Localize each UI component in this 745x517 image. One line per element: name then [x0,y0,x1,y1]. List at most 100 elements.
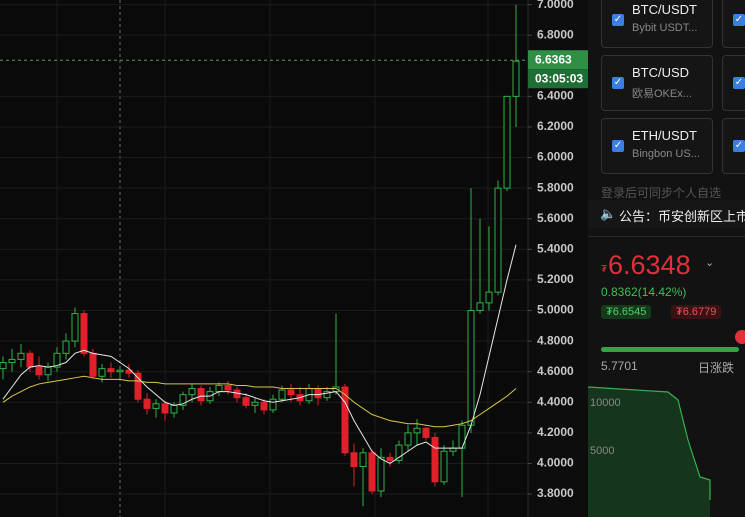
watch-card[interactable]: ✓ [722,118,745,174]
candle-body [458,424,466,449]
candle-body [170,404,178,414]
candle-body [440,450,448,483]
side-panel: ✓ BTC/USDT Bybit USDT... ✓ BTC/USD 欧易OKEx...… [588,0,745,517]
dropdown[interactable]: ⌄ [705,257,715,269]
candle-body [224,384,232,391]
candle-body [134,372,142,400]
candle-body [377,456,385,492]
login-hint: 登录后可同步个人自选 [601,186,722,200]
candle-body [467,310,475,426]
candle-body [98,368,106,377]
candle-body [431,436,439,483]
plot-bg [0,0,528,517]
checkbox[interactable]: ✓ [733,14,745,26]
candle-body [116,369,124,373]
candle-body [476,302,484,312]
y-tick-label: 4.8000 [537,333,574,347]
notice-bar [588,200,745,228]
candle-body [242,397,250,406]
candle-body [413,427,421,434]
candle-body [368,452,376,492]
candle-body [341,386,349,454]
watch-card[interactable]: ✓ [722,55,745,111]
candle-body [35,366,43,376]
depth-tick: 5000 [590,445,614,457]
pair: ETH/USDT [632,128,697,143]
candle-body [287,389,295,396]
candle-body [8,358,16,364]
price-tag-label: 6.6363 [535,52,572,66]
watch-card[interactable]: ✓ BTC/USDT Bybit USDT... [601,0,713,48]
candle-body [152,403,160,409]
candle-body [278,389,286,400]
candle-body [485,291,493,304]
y-tick-label: 4.2000 [537,425,574,439]
candle-body [143,398,151,409]
candle-body [404,432,412,446]
announcement[interactable]: 公告：币安创新区上市 [619,209,745,224]
candle-body [512,60,520,97]
checkbox[interactable]: ✓ [612,14,624,26]
currency: ₮ [601,264,608,275]
checkbox[interactable]: ✓ [612,140,624,152]
y-tick-label: 6.2000 [537,119,574,133]
candle-body [260,401,268,411]
watch-card[interactable]: ✓ BTC/USD 欧易OKEx... [601,55,713,111]
countdown: 03:05:03 [535,71,583,85]
ma-line [2,375,517,428]
depth-area [588,387,710,517]
checkbox[interactable]: ✓ [733,77,745,89]
pair: BTC/USD [632,65,690,80]
bid: ₮6.6545 [601,305,652,319]
candle-body [422,427,430,438]
range-marker [735,330,745,344]
depth-tick: 10000 [590,397,621,409]
y-tick-label: 4.0000 [537,456,574,470]
candle-body [332,386,340,393]
watch-card[interactable]: ✓ [722,0,745,48]
candle-body [269,398,277,411]
y-tick-label: 5.6000 [537,211,574,225]
divider [588,236,745,237]
candle-body [179,394,187,406]
y-tick-label: 6.8000 [537,27,574,41]
v-grid [56,0,489,517]
day-low: 5.7701 [601,359,638,373]
ma-line [2,244,517,465]
y-tick-label: 5.2000 [537,272,574,286]
y-tick-label: 6.4000 [537,89,574,103]
range-bar [601,347,739,352]
pair: BTC/USDT [632,2,697,17]
candle-body [503,95,511,189]
candle-body [215,384,223,393]
y-tick-label: 6.0000 [537,150,574,164]
depth-line [588,386,711,500]
y-tick-label: 5.4000 [537,241,574,255]
y-tick-label: 5.0000 [537,303,574,317]
y-tick-label: 7.0000 [537,0,574,11]
checkbox[interactable]: ✓ [612,77,624,89]
candle-body [62,340,70,354]
y-tick-label: 4.4000 [537,394,574,408]
candle-body [26,352,34,368]
y-tick-label: 4.6000 [537,364,574,378]
candle-body [197,388,205,402]
candle-body [395,444,403,461]
candle-body [0,362,7,370]
candle-body [107,368,115,373]
checkbox[interactable]: ✓ [733,140,745,152]
ask: ₮6.6779 [671,305,722,319]
candle-body [350,452,358,468]
chart: 7.0000 6.8000 6.4000 6.2000 6.0000 5.8000 5.60… [0,0,588,517]
candle-body [44,366,52,376]
candle-body [71,313,79,342]
candle-body [80,313,88,354]
watch-card[interactable]: ✓ ETH/USDT Bingbon US... [601,118,713,174]
countdown-tag [528,69,588,89]
speaker-icon: 🔈 [600,206,617,221]
candle-body [494,187,502,293]
candle-body [188,388,196,396]
candle-body [323,391,331,399]
range-label: 日涨跌 [698,361,735,375]
